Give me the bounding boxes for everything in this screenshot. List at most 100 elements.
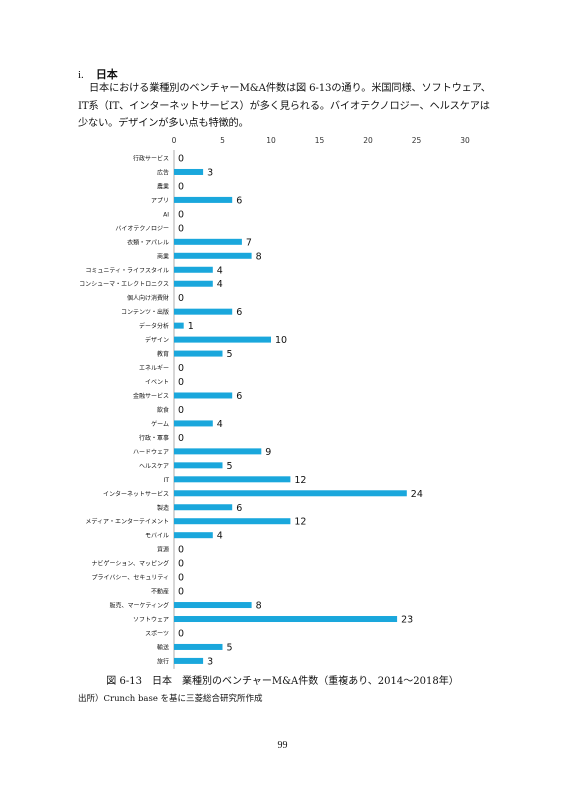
- section-title: 日本: [95, 68, 118, 81]
- category-label: 旅行: [157, 657, 169, 665]
- section-number: i.: [78, 69, 84, 81]
- category-label: 飲食: [157, 406, 169, 414]
- category-label: デザイン: [145, 336, 169, 344]
- data-label: 3: [207, 656, 213, 667]
- bar: [174, 602, 252, 609]
- category-label: インターネットサービス: [103, 490, 169, 498]
- data-label: 23: [401, 615, 413, 626]
- category-label: 資源: [157, 546, 169, 554]
- bar: [174, 420, 213, 427]
- category-label: コンテンツ・出版: [121, 308, 169, 316]
- data-label: 6: [236, 307, 242, 318]
- bar: [174, 280, 213, 287]
- category-label: メディア・エンターテイメント: [85, 518, 169, 526]
- data-label: 7: [246, 237, 252, 248]
- category-label: 輸送: [157, 643, 169, 651]
- bar: [174, 518, 291, 525]
- x-tick-label: 5: [220, 136, 225, 145]
- data-label: 0: [178, 209, 184, 220]
- bar: [174, 532, 213, 539]
- bar: [174, 252, 252, 259]
- category-label: 個人向け消費財: [127, 294, 169, 302]
- data-label: 0: [178, 363, 184, 374]
- data-label: 4: [217, 279, 223, 290]
- bar: [174, 616, 398, 623]
- source-note: 出所）Crunch base を基に三菱総合研究所作成: [78, 694, 263, 704]
- category-label: 教育: [157, 350, 169, 358]
- bar: [174, 392, 233, 399]
- body-paragraph: 日本における業種別のベンチャーM&A件数は図 6-13の通り。米国同様、ソフトウ…: [78, 83, 491, 129]
- bar: [174, 462, 223, 469]
- data-label: 8: [256, 251, 262, 262]
- data-label: 4: [217, 419, 223, 430]
- category-label: スポーツ: [145, 629, 169, 637]
- data-label: 12: [294, 517, 306, 528]
- category-label: ハードウェア: [133, 448, 169, 456]
- category-label: ゲーム: [151, 420, 169, 428]
- bar: [174, 336, 271, 343]
- bar: [174, 490, 407, 497]
- category-label: エネルギー: [139, 365, 169, 372]
- category-label: モバイル: [145, 533, 169, 540]
- category-label: ソフトウェア: [133, 616, 169, 624]
- data-label: 1: [188, 321, 194, 332]
- data-label: 5: [227, 349, 233, 360]
- data-label: 0: [178, 559, 184, 570]
- category-label: 行政・軍事: [139, 434, 169, 442]
- bar: [174, 448, 262, 455]
- data-label: 0: [178, 293, 184, 304]
- bar: [174, 322, 184, 329]
- data-label: 0: [178, 628, 184, 639]
- data-label: 0: [178, 433, 184, 444]
- x-tick-label: 15: [315, 136, 325, 145]
- category-label: 金融サービス: [133, 392, 169, 400]
- data-label: 6: [236, 503, 242, 514]
- data-label: 5: [227, 461, 233, 472]
- data-label: 9: [265, 447, 271, 458]
- figure-caption: 図 6-13 日本 業種別のベンチャーM&A件数（重複あり、2014～2018年…: [106, 676, 459, 687]
- category-label: 農業: [157, 182, 169, 190]
- bar: [174, 308, 233, 315]
- data-label: 0: [178, 545, 184, 556]
- bar: [174, 196, 233, 203]
- category-label: 不動産: [151, 588, 169, 596]
- bar: [174, 266, 213, 273]
- data-label: 10: [275, 335, 287, 346]
- data-label: 0: [178, 377, 184, 388]
- category-label: ヘルスケア: [139, 463, 169, 470]
- data-label: 6: [236, 391, 242, 402]
- data-label: 0: [178, 405, 184, 416]
- bar: [174, 504, 233, 511]
- data-label: 24: [411, 489, 423, 500]
- data-label: 0: [178, 587, 184, 598]
- x-tick-label: 10: [266, 136, 276, 145]
- x-tick-label: 20: [363, 136, 373, 145]
- category-label: プライバシー、セキュリティ: [92, 575, 169, 582]
- category-label: 商業: [157, 252, 169, 260]
- data-label: 5: [227, 642, 233, 653]
- category-label: 製造: [157, 504, 169, 512]
- data-label: 4: [217, 265, 223, 276]
- category-label: データ分析: [139, 322, 169, 330]
- category-label: AI: [163, 211, 169, 218]
- category-label: 行政サービス: [133, 155, 169, 163]
- data-label: 12: [294, 475, 306, 486]
- data-label: 0: [178, 154, 184, 165]
- bar: [174, 350, 223, 357]
- bar: [174, 476, 291, 483]
- section-heading: i. 日本: [78, 66, 118, 82]
- data-label: 4: [217, 531, 223, 542]
- data-label: 0: [178, 223, 184, 234]
- x-tick-label: 0: [172, 136, 177, 145]
- data-label: 3: [207, 167, 213, 178]
- category-label: コミュニティ・ライフスタイル: [85, 266, 169, 274]
- bar: [174, 238, 242, 245]
- category-label: 衣類・アパレル: [127, 238, 169, 246]
- bar: [174, 643, 223, 650]
- x-tick-label: 30: [460, 136, 470, 145]
- page-number: 99: [277, 740, 288, 751]
- data-label: 8: [256, 601, 262, 612]
- category-label: 広告: [157, 168, 169, 176]
- category-label: アプリ: [151, 197, 169, 204]
